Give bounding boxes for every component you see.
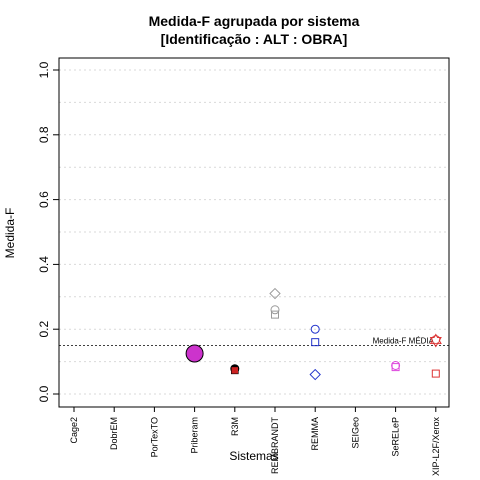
y-tick-label: 0.0 <box>37 385 51 402</box>
x-tick-label: Priberam <box>190 417 200 454</box>
x-tick-label: DobrEM <box>109 417 119 450</box>
x-tick-label: XIP-L2F/Xerox <box>431 417 441 477</box>
data-point-circle <box>310 324 320 334</box>
data-point-circle-filled-large <box>185 344 204 363</box>
data-point-circle <box>391 360 401 370</box>
y-axis-label: Medida-F <box>3 208 17 259</box>
x-tick-label: SeRELeP <box>391 417 401 457</box>
data-point-diamond <box>269 287 281 300</box>
x-tick-label: REMMA <box>310 417 320 451</box>
y-tick-label: 0.8 <box>37 126 51 143</box>
x-tick-label: R3M <box>230 417 240 436</box>
x-axis-label: Sistemas <box>229 449 278 463</box>
chart-title-line1: Medida-F agrupada por sistema <box>149 13 360 29</box>
data-point-square-filled <box>231 366 239 375</box>
data-points <box>185 287 442 381</box>
data-point-square <box>311 338 320 347</box>
plot-frame <box>58 57 450 408</box>
reference-line-group: Medida-F MÉDIA <box>59 336 449 346</box>
x-axis: Cage2 DobrEM PorTexTO Priberam R3M REMBRANDT R… <box>69 407 441 476</box>
reference-line-label: Medida-F MÉDIA <box>373 336 435 345</box>
data-point-circle <box>270 305 280 315</box>
x-tick-label: SEIGeo <box>350 417 360 449</box>
y-tick-label: 0.2 <box>37 321 51 338</box>
data-point-square <box>391 363 400 372</box>
y-tick-label: 0.4 <box>37 256 51 273</box>
gridlines <box>59 69 449 395</box>
x-tick-label: PorTexTO <box>149 417 159 457</box>
x-tick-label: REMBRANDT <box>270 417 280 475</box>
chart-title-line2: [Identificação : ALT : OBRA] <box>161 31 348 47</box>
y-tick-label: 1.0 <box>37 61 51 78</box>
x-tick-label: Cage2 <box>69 417 79 444</box>
data-point-square <box>431 369 440 378</box>
y-axis: 0.0 0.2 0.4 0.6 0.8 1.0 <box>37 61 59 402</box>
data-point-star <box>429 333 442 348</box>
data-point-square <box>271 310 279 319</box>
data-point-diamond <box>309 368 321 381</box>
y-tick-label: 0.6 <box>37 191 51 208</box>
